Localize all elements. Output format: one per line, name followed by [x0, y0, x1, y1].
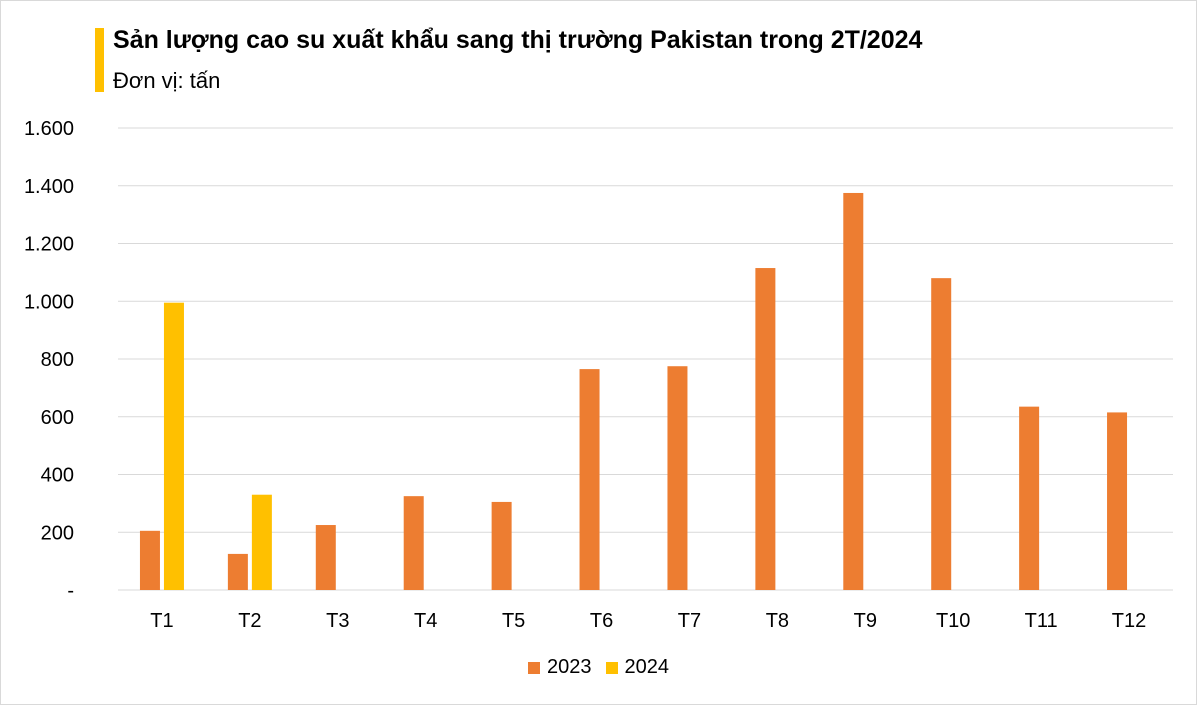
bar-2023-T8: [755, 268, 776, 590]
bar-2024-T2: [251, 494, 272, 590]
bar-2023-T5: [491, 501, 512, 590]
legend-label: 2023: [547, 656, 592, 678]
y-tick-label: 600: [41, 407, 74, 429]
y-tick-label: 800: [41, 349, 74, 371]
gridlines: [118, 127, 1173, 591]
x-tick-label: T1: [150, 610, 173, 632]
x-tick-label: T4: [414, 610, 437, 632]
x-tick-label: T3: [326, 610, 349, 632]
y-tick-label: 1.200: [24, 234, 74, 256]
y-tick-label: -: [67, 580, 74, 602]
x-tick-label: T10: [936, 610, 970, 632]
legend-item-2023: 2023: [528, 656, 592, 679]
bar-2023-T6: [579, 369, 600, 590]
y-tick-label: 1.400: [24, 176, 74, 198]
y-tick-label: 1.600: [24, 118, 74, 140]
legend-item-2024: 2024: [605, 656, 670, 679]
bar-2023-T4: [403, 496, 424, 590]
bar-2023-T12: [1107, 412, 1128, 590]
bar-2023-T11: [1019, 406, 1040, 590]
chart-title: Sản lượng cao su xuất khẩu sang thị trườ…: [113, 26, 923, 54]
title-accent-bar: [95, 28, 104, 92]
bar-2023-T3: [315, 525, 336, 590]
y-tick-label: 400: [41, 465, 74, 487]
x-axis-ticks: T1 T2 T3 T4 T5 T6 T7 T8 T9 T10 T11 T12: [150, 610, 1146, 632]
bar-2023-T1: [139, 530, 160, 590]
bar-2023-T7: [667, 366, 688, 590]
bar-2023-T10: [931, 278, 952, 590]
x-tick-label: T5: [502, 610, 525, 632]
y-tick-label: 1.000: [24, 291, 74, 313]
x-tick-label: T6: [590, 610, 613, 632]
bar-2023-T9: [843, 192, 864, 590]
bar-2023-T2: [227, 553, 248, 590]
legend: 2023 2024: [0, 656, 1197, 679]
bar-2024-T1: [163, 302, 184, 590]
x-tick-label: T12: [1112, 610, 1146, 632]
chart-subtitle: Đơn vị: tấn: [113, 68, 221, 93]
legend-label: 2024: [624, 656, 670, 678]
x-tick-label: T2: [238, 610, 261, 632]
x-tick-label: T9: [854, 610, 877, 632]
y-tick-label: 200: [41, 522, 74, 544]
bars: [139, 192, 1128, 590]
legend-swatch: [528, 661, 540, 674]
x-tick-label: T7: [678, 610, 701, 632]
y-axis-ticks: - 200 400 600 800 1.000 1.200 1.400 1.600: [24, 118, 74, 602]
legend-swatch: [605, 661, 618, 674]
x-tick-label: T11: [1025, 610, 1058, 632]
x-tick-label: T8: [766, 610, 789, 632]
